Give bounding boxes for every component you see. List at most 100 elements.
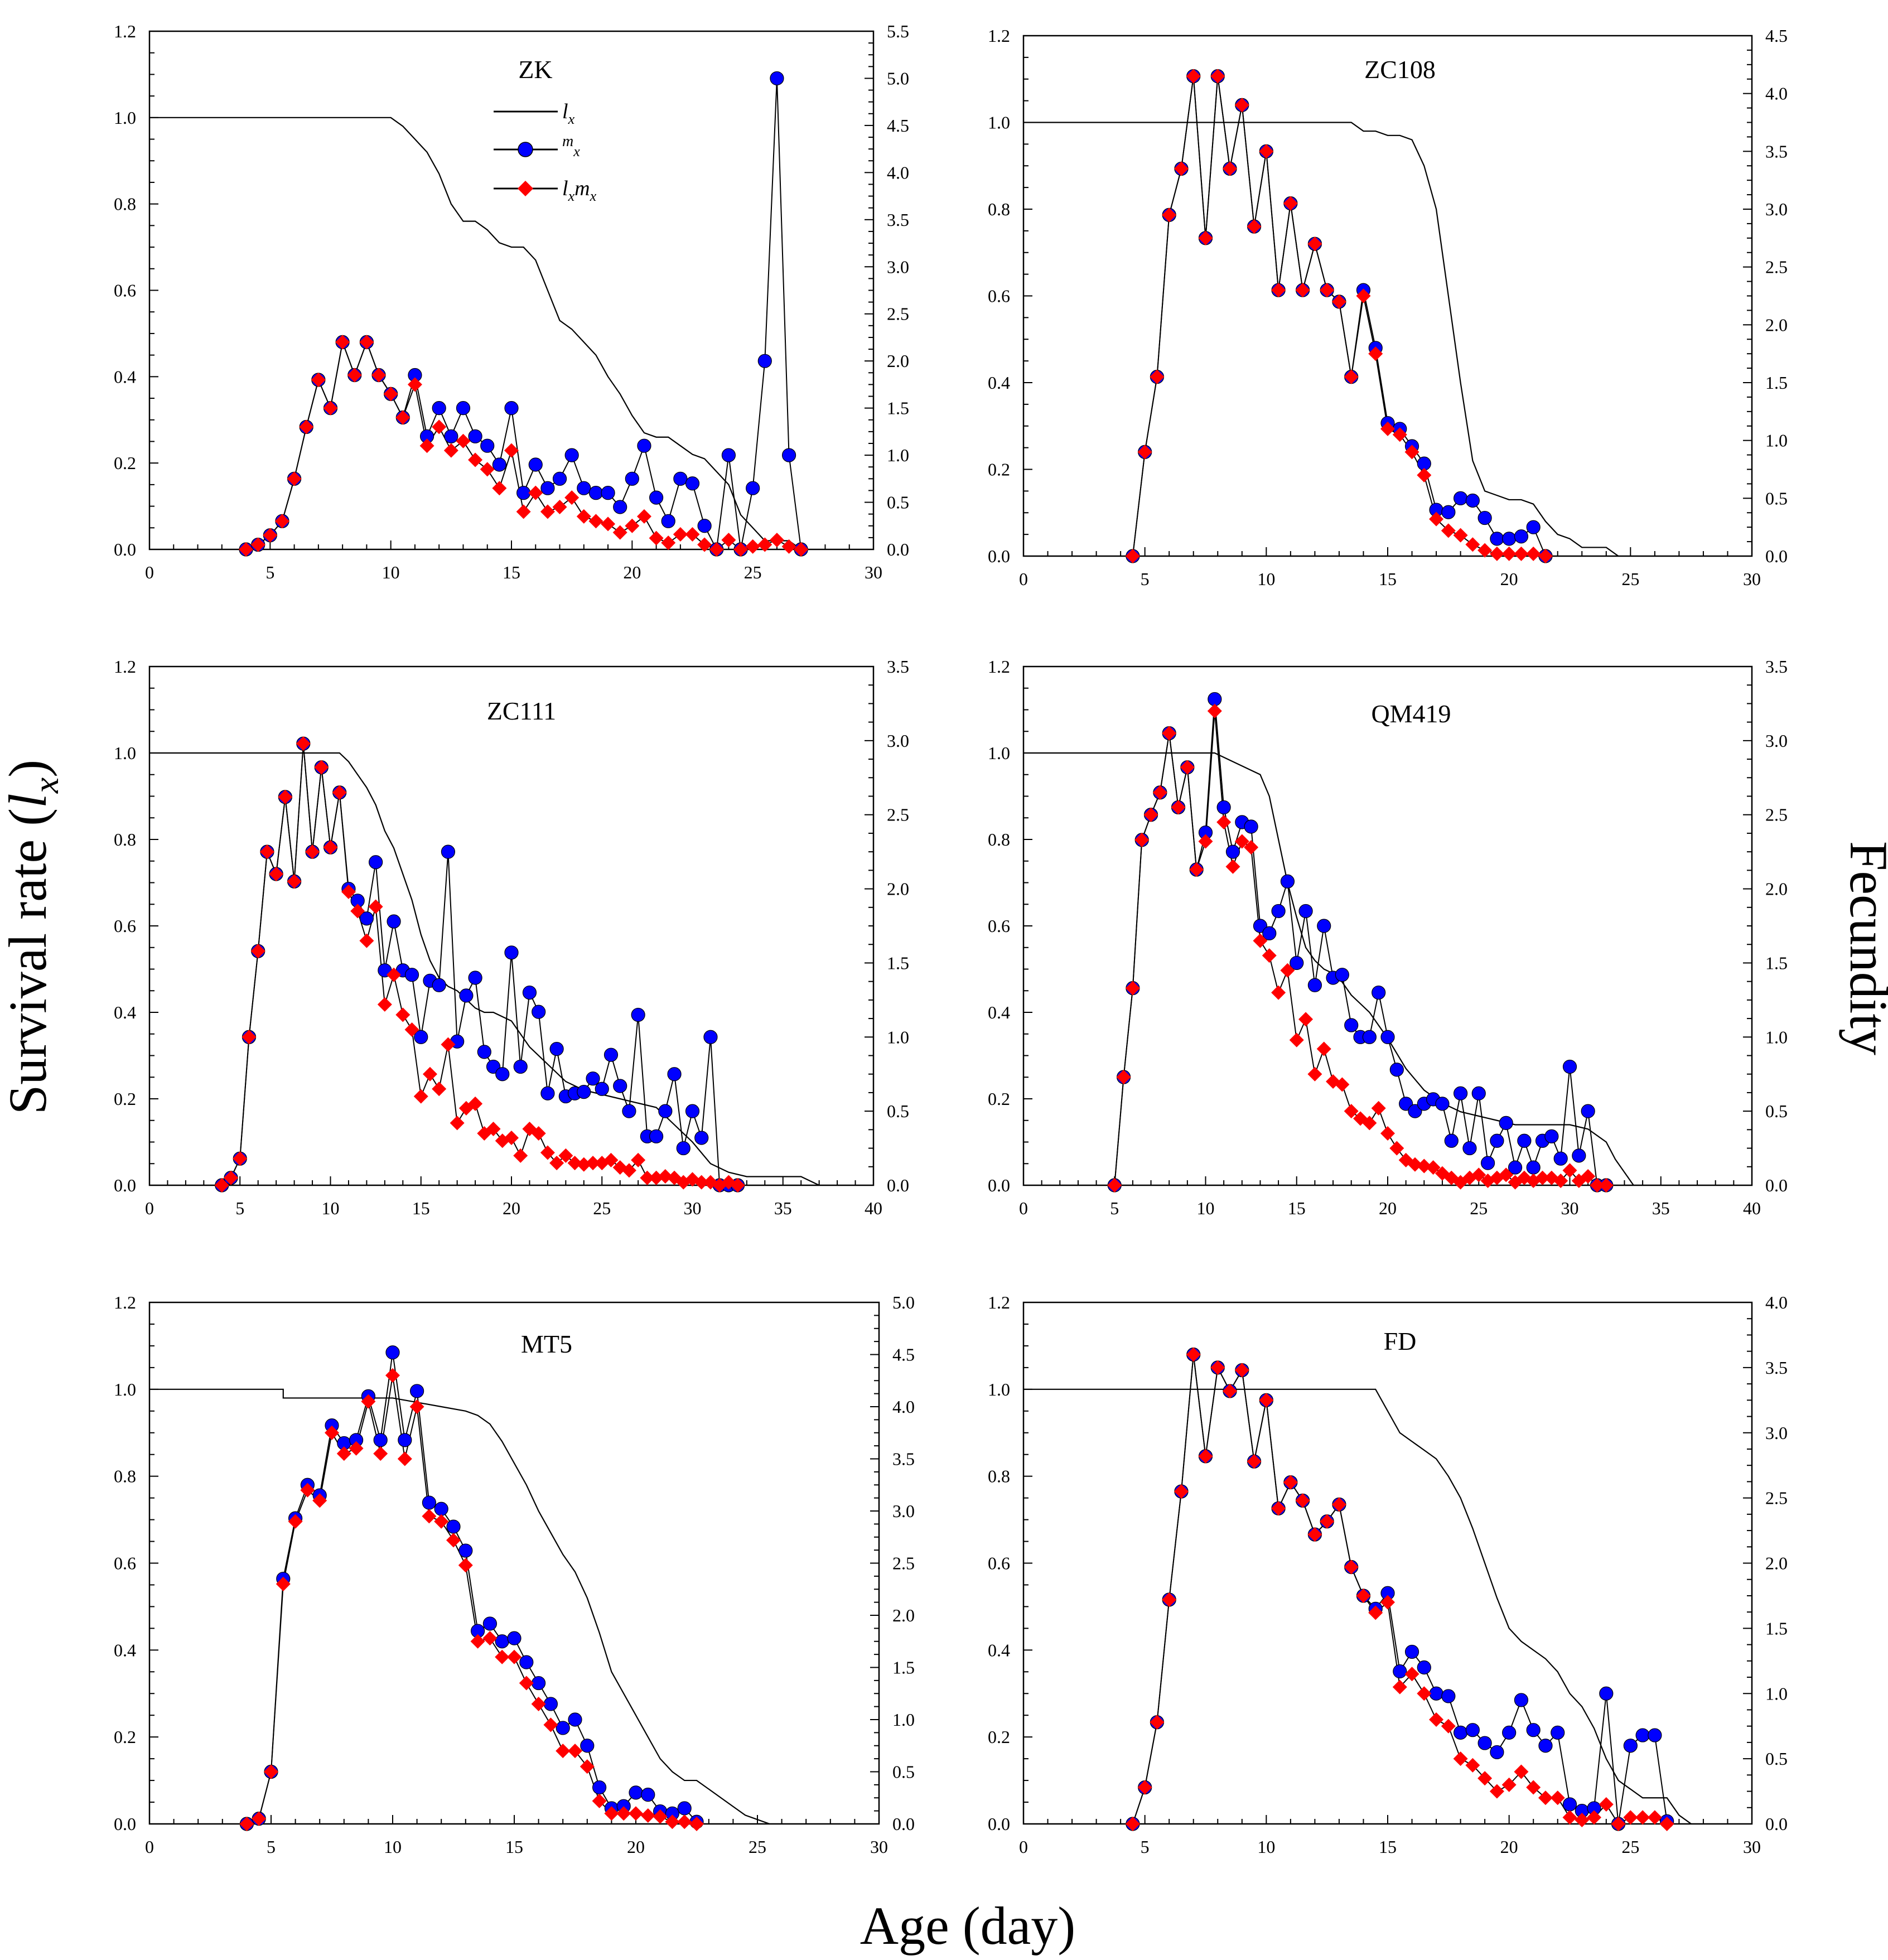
lxmx-point [214,1178,229,1193]
lxmx-point [540,504,555,519]
mx-point [595,1082,609,1096]
lxmx-point [658,1169,673,1184]
lxmx-point [1280,963,1295,978]
panel-zc108: 0 5 10 15 20 25 300.00.20.40.60.81.01.20.00.51… [988,26,1788,589]
series-lx-line [149,1388,770,1825]
legend: lx mx lxmx [494,100,597,204]
mx-point [414,1030,428,1044]
mx-point [721,448,736,462]
lxmx-point [1453,528,1468,543]
y-right-tick-label: 1.0 [1765,431,1788,451]
series-lx-line [1023,752,1634,1186]
mx-point [667,1067,682,1082]
x-tick-label: 15 [1379,569,1397,589]
lxmx-point [1550,1790,1565,1805]
lxmx-point [1471,1167,1486,1182]
y-left-tick-label: 1.2 [114,21,136,41]
x-tick-label: 35 [1652,1198,1670,1218]
mx-point [543,1697,558,1711]
mx-point [522,985,537,1000]
mx-point [1380,1030,1395,1044]
lxmx-point [513,1148,528,1163]
lxmx-point [1489,546,1504,561]
lxmx-point [1477,543,1493,558]
mx-point [1404,1644,1419,1659]
lxmx-point [1335,1077,1350,1092]
panel-zk: 0 5 10 15 20 25 300.00.20.40.60.81.01.20.00.51… [114,21,909,582]
mx-point [1271,904,1286,919]
y-right-tick-label: 5.0 [892,1292,915,1312]
lxmx-point [1331,294,1346,309]
lxmx-point [311,372,326,387]
y-right-tick-label: 3.0 [1765,199,1788,219]
x-tick-label: 30 [1743,1837,1761,1857]
y-axis-left-label: Survival rate (lx) [0,760,66,1114]
mx-point [1490,1745,1504,1760]
x-tick-label: 5 [1110,1198,1119,1218]
y-right-tick-label: 4.5 [887,115,909,136]
mx-point [528,457,543,472]
y-left-tick-label: 0.8 [114,829,136,849]
lxmx-point [1465,1758,1480,1773]
lxmx-point [264,1764,278,1779]
lxmx-point [278,789,293,804]
mx-point [1389,1063,1404,1077]
lxmx-point [576,1157,591,1172]
mx-point [507,1631,522,1645]
y-right-tick-label: 2.0 [1765,879,1788,899]
lxmx-point [1107,1178,1122,1193]
lxmx-point [603,1152,619,1167]
lxmx-point [350,904,365,919]
mx-point [552,471,567,486]
y-right-tick-label: 2.5 [1765,1488,1788,1508]
y-right-tick-label: 1.5 [1765,1618,1788,1638]
mx-point [513,1059,528,1074]
mx-point [1462,1141,1477,1156]
mx-point [1477,1736,1492,1750]
mx-point [432,978,446,992]
lxmx-point [1174,1484,1189,1499]
lxmx-point [1575,1812,1590,1827]
x-tick-label: 5 [1141,1837,1150,1857]
lxmx-point [250,537,265,552]
lxmx-point [377,997,392,1012]
mx-point [1262,926,1277,940]
lxmx-point [407,377,422,392]
lxmx-point [1298,1012,1314,1027]
y-left-tick-label: 0.8 [114,194,136,214]
mx-point [649,490,664,505]
mx-point [1244,819,1258,834]
y-left-tick-label: 1.2 [988,656,1010,677]
mx-point [387,914,401,929]
mx-point [592,1780,607,1795]
lxmx-point [1404,1667,1419,1682]
panel-qm419: 0 5 10 15 20 25 30 35 400.00.20.40.60.81.01.20.0… [988,656,1788,1218]
lxmx-point [1407,1157,1422,1172]
x-tick-label: 40 [865,1198,882,1218]
lxmx-point [296,736,311,751]
lxmx-point [1198,834,1213,849]
lxmx-point [288,1514,303,1529]
lxmx-point [519,1676,534,1691]
lxmx-point [1380,1126,1395,1141]
series-lx-line [1023,1388,1692,1824]
mx-point [516,486,531,500]
mx-point [1454,1086,1468,1100]
mx-point [1399,1097,1413,1111]
y-left-tick-label: 0.2 [988,1727,1010,1747]
mx-point [404,968,419,982]
lxmx-point [395,410,411,425]
lxmx-point [636,509,651,524]
x-tick-label: 25 [1621,569,1639,589]
y-left-tick-label: 0.0 [114,539,136,559]
lxmx-point [1441,1718,1456,1734]
lxmx-point [1152,785,1167,800]
legend-lx-label: lx [562,100,575,127]
lxmx-point [592,1793,607,1808]
mx-point [1225,844,1240,859]
lxmx-point [567,1156,582,1171]
x-tick-label: 0 [1019,569,1028,589]
mx-point [677,1801,692,1816]
lxmx-point [1611,1817,1626,1831]
y-right-tick-label: 1.0 [1765,1027,1788,1047]
